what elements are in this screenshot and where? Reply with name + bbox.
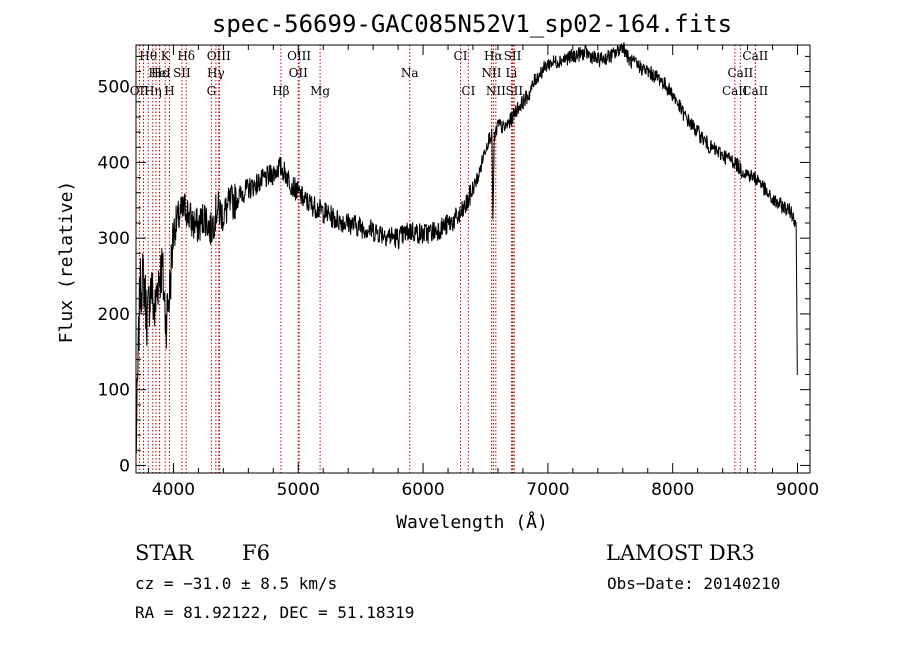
x-tick-label: 7000: [526, 480, 569, 500]
coordinates: RA = 81.92122, DEC = 51.18319: [135, 603, 414, 622]
x-tick-label: 6000: [401, 480, 444, 500]
spectral-line-label: Hγ: [207, 66, 225, 80]
spectral-line-label: Mg: [310, 84, 330, 98]
y-tick-label: 500: [98, 78, 130, 98]
spectral-line-label: CaII: [742, 49, 768, 63]
spectral-line-label: OIII: [207, 49, 231, 63]
chart-title: spec-56699-GAC085N52V1_sp02-164.fits: [212, 10, 732, 38]
y-tick-label: 400: [98, 153, 130, 173]
y-tick-label: 200: [98, 305, 130, 325]
x-axis-ticks: 4000 5000 6000 7000 8000 9000: [147, 45, 819, 500]
spectral-line-label: Li: [506, 66, 518, 80]
spectral-line-label: Hη: [144, 84, 162, 98]
spectral-line-label: CI: [454, 49, 468, 63]
x-axis-label: Wavelength (Å): [396, 511, 548, 533]
spectral-line-label: CaII: [727, 66, 753, 80]
object-subclass: F6: [242, 541, 270, 565]
spectral-line-label: SII: [505, 84, 523, 98]
spectral-line-label: CI: [461, 84, 475, 98]
x-tick-label: 8000: [651, 480, 694, 500]
flux-series-line: [135, 42, 798, 454]
spectral-line-label: Hε: [151, 66, 168, 80]
spectral-line-label: G: [207, 84, 217, 98]
object-type: STAR: [135, 541, 194, 565]
spectral-line-label: Na: [401, 66, 419, 80]
spectral-line-label: SII: [173, 66, 191, 80]
x-tick-label: 9000: [776, 480, 819, 500]
survey-name: LAMOST DR3: [606, 541, 755, 565]
spectral-line-label: K: [161, 49, 171, 63]
x-tick-label: 5000: [277, 480, 320, 500]
spectral-line-label: SII: [504, 49, 522, 63]
spectral-line-label: Hθ: [139, 49, 157, 63]
spectral-line-label: OIII: [287, 49, 311, 63]
plot-frame: [135, 44, 811, 474]
spectral-line-label: CaII: [742, 84, 768, 98]
spectral-line-label: H: [164, 84, 174, 98]
y-tick-label: 300: [98, 229, 130, 249]
y-tick-label: 0: [119, 456, 130, 476]
spectral-line-label: OII: [130, 84, 150, 98]
y-axis-ticks: 0 100 200 300 400 500: [98, 55, 810, 476]
spectral-line-label: Hβ: [272, 84, 289, 98]
y-tick-label: 100: [98, 381, 130, 401]
spectral-line-markers: [138, 45, 756, 473]
spectral-line-label: NII: [481, 66, 501, 80]
spectral-line-label: NII: [486, 84, 506, 98]
redshift-cz: cz = −31.0 ± 8.5 km/s: [135, 574, 337, 593]
x-tick-label: 4000: [152, 480, 195, 500]
y-axis-label: Flux (relative): [56, 181, 77, 344]
spectral-line-label: Hα: [484, 49, 503, 63]
spectral-line-label: HeI: [148, 66, 171, 80]
spectral-line-label: CaII: [722, 84, 748, 98]
spectral-line-label: Hδ: [177, 49, 195, 63]
spectral-line-label: OII: [289, 66, 309, 80]
observation-date: Obs−Date: 20140210: [607, 574, 780, 593]
